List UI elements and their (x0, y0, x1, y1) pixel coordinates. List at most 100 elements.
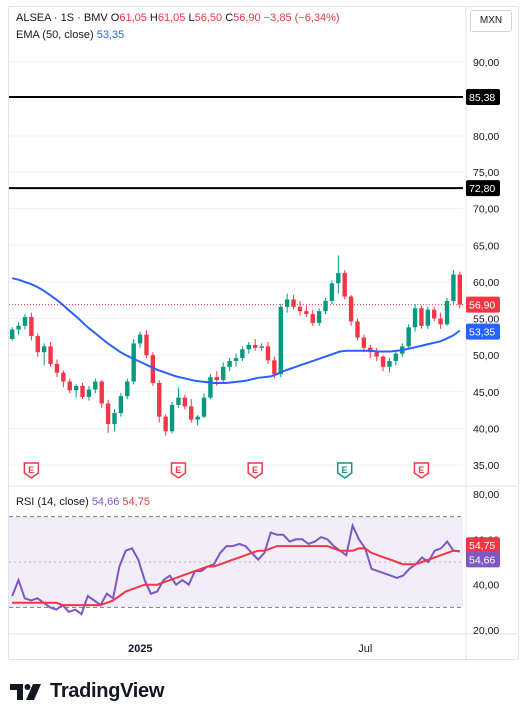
rsi-legend[interactable]: RSI (14, close) 54,66 54,75 (16, 496, 150, 508)
symbol-label[interactable]: ALSEA · 1S · BMV (16, 12, 108, 24)
price-axis-tick-label: 90,00 (473, 57, 499, 69)
candle-body[interactable] (304, 311, 309, 315)
candle-body[interactable] (35, 336, 40, 353)
candle-body[interactable] (444, 300, 450, 325)
candle-body[interactable] (61, 372, 66, 382)
earnings-marker[interactable] (247, 462, 263, 479)
earnings-marker[interactable] (413, 462, 430, 479)
price-axis-tick-label: 55,00 (473, 314, 499, 326)
candle-body[interactable] (438, 318, 443, 325)
candle-body[interactable] (310, 314, 315, 323)
candle-body[interactable] (93, 381, 98, 390)
candle-body[interactable] (451, 274, 456, 301)
ema-line[interactable] (11, 277, 461, 384)
candle-body[interactable] (406, 327, 411, 347)
time-axis-tick-label: Jul (358, 643, 372, 655)
candle-body[interactable] (22, 317, 28, 326)
candle-body[interactable] (297, 306, 303, 312)
candle-body[interactable] (355, 321, 360, 338)
candle-body[interactable] (393, 353, 399, 361)
candle-body[interactable] (208, 377, 213, 398)
candle-body[interactable] (380, 356, 386, 367)
candle-body[interactable] (387, 360, 392, 367)
candle-body[interactable] (48, 346, 53, 364)
candle-body[interactable] (284, 299, 290, 307)
candle-body[interactable] (105, 403, 111, 424)
candle-body[interactable] (348, 296, 354, 322)
earnings-marker[interactable] (170, 462, 187, 479)
candle-body[interactable] (144, 334, 149, 356)
candle-body[interactable] (412, 308, 418, 328)
candle-body[interactable] (67, 381, 72, 391)
candle-body[interactable] (182, 397, 188, 407)
candle-body[interactable] (374, 352, 379, 357)
time-axis-tick-label: 2025 (128, 643, 152, 655)
candle-body[interactable] (9, 329, 15, 340)
candle-body[interactable] (336, 273, 341, 284)
open-value: 61,05 (119, 12, 147, 24)
candle-body[interactable] (323, 300, 328, 312)
candle-body[interactable] (99, 381, 104, 404)
tradingview-logo[interactable]: TradingView (10, 680, 164, 703)
candle-body[interactable] (163, 416, 168, 432)
candle-body[interactable] (246, 344, 251, 350)
price-axis-tick-label: 75,00 (473, 167, 499, 179)
candle-body[interactable] (227, 360, 232, 367)
candle-body[interactable] (157, 382, 162, 417)
candle-body[interactable] (265, 346, 271, 361)
candle-body[interactable] (131, 343, 136, 382)
candle-body[interactable] (195, 416, 200, 420)
rsi-line[interactable] (11, 522, 460, 616)
candle-body[interactable] (316, 311, 322, 323)
currency-button[interactable]: MXN (470, 10, 512, 32)
candle-body[interactable] (425, 309, 431, 326)
candle-body[interactable] (73, 385, 79, 391)
high-label: H (149, 12, 158, 24)
change-value: −3,85 (−6,34%) (263, 12, 340, 24)
candle-body[interactable] (169, 404, 175, 432)
tradingview-logo-icon (10, 683, 41, 700)
candle-body[interactable] (54, 363, 60, 373)
candle-body[interactable] (457, 274, 463, 305)
ema-value: 53,35 (96, 29, 125, 41)
candle-body[interactable] (189, 406, 194, 420)
price-axis-tick-label: 65,00 (473, 240, 499, 252)
candle-body[interactable] (291, 299, 296, 307)
candle-body[interactable] (221, 366, 226, 381)
candle-body[interactable] (432, 309, 437, 319)
candle-body[interactable] (16, 325, 21, 330)
candle-body[interactable] (112, 412, 117, 424)
candle-body[interactable] (125, 381, 130, 397)
earnings-marker[interactable] (23, 462, 40, 479)
ema-legend[interactable]: EMA (50, close) 53,35 (16, 29, 124, 41)
earnings-marker-letter: E (252, 465, 258, 475)
horizontal-line-price-label: 85,38 (469, 92, 495, 104)
candle-body[interactable] (272, 360, 277, 375)
candle-body[interactable] (252, 344, 258, 348)
candle-body[interactable] (176, 397, 181, 405)
price-axis-tick-label: 45,00 (473, 387, 499, 399)
ema-price-tag (466, 323, 500, 340)
rsi-ma-value-tag-label: 54,75 (469, 540, 495, 552)
candle-body[interactable] (342, 273, 347, 297)
candle-body[interactable] (361, 337, 367, 348)
candle-body[interactable] (259, 346, 264, 348)
candle-body[interactable] (118, 396, 124, 413)
candle-body[interactable] (329, 283, 335, 301)
candle-body[interactable] (240, 349, 245, 359)
candle-body[interactable] (233, 358, 239, 361)
candle-body[interactable] (214, 377, 220, 381)
ema-label: EMA (50, close) (16, 29, 94, 41)
earnings-marker[interactable] (336, 462, 353, 479)
candle-body[interactable] (201, 397, 207, 417)
rsi-ma-line[interactable] (12, 545, 460, 607)
candle-body[interactable] (29, 317, 34, 337)
candle-body[interactable] (137, 334, 143, 344)
candle-body[interactable] (80, 385, 85, 397)
candle-body[interactable] (86, 389, 92, 397)
candle-body[interactable] (41, 346, 47, 353)
candle-body[interactable] (278, 306, 283, 375)
candle-body[interactable] (150, 355, 156, 383)
candle-body[interactable] (419, 308, 424, 326)
